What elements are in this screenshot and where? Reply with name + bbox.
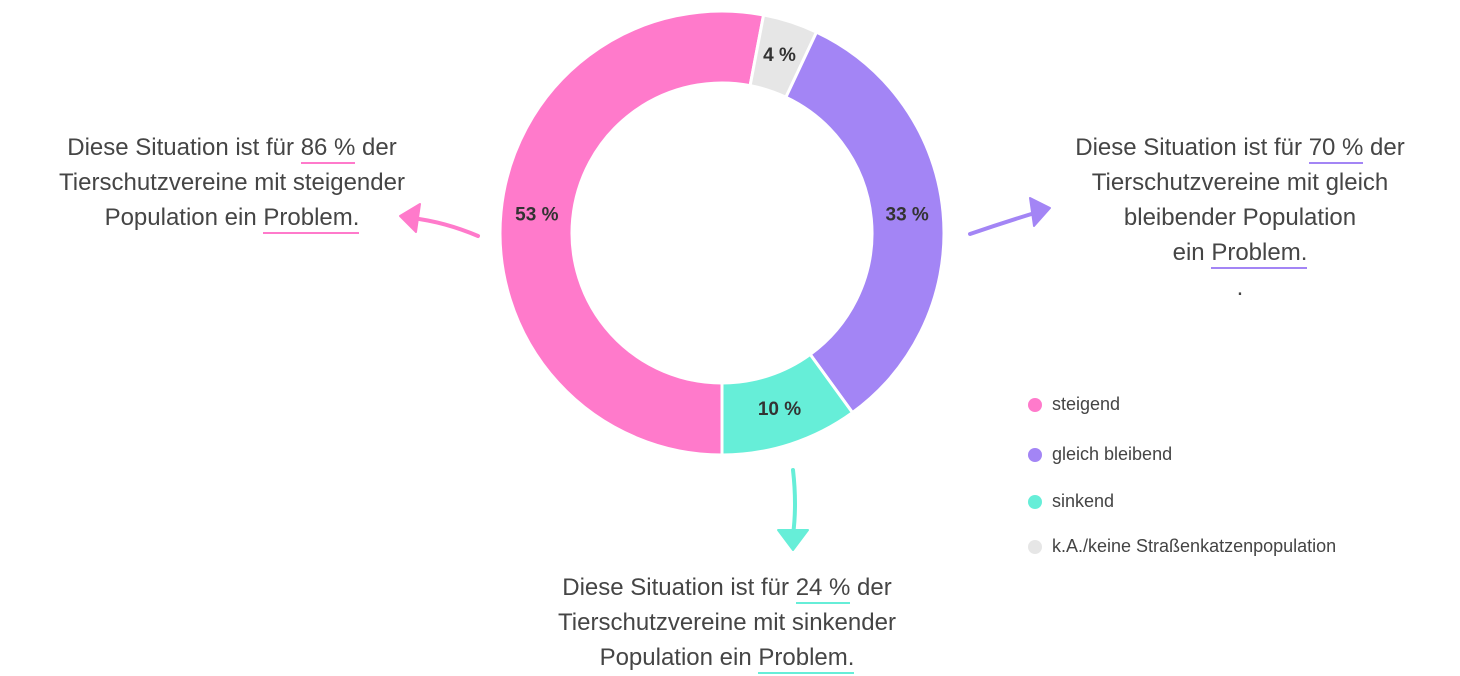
annotation-highlight: Problem. [263, 204, 360, 234]
annotation-line: Population ein Problem. [32, 200, 432, 235]
legend-marker [1028, 448, 1042, 462]
annotation-line: Diese Situation ist für 24 % der [527, 570, 927, 605]
annotation-line: Population ein Problem. [527, 640, 927, 675]
slice [498, 9, 766, 457]
slice-label: 10 % [758, 399, 801, 420]
legend-label: sinkend [1052, 491, 1114, 511]
annotation-text: Diese Situation ist für [67, 134, 301, 161]
legend-label: steigend [1052, 394, 1120, 414]
annotation-text: der [850, 574, 892, 601]
legend-marker [1028, 495, 1042, 509]
slice [783, 30, 946, 415]
annotation-text: bleibender Population [1123, 204, 1357, 231]
annotation-highlight: Problem. [1211, 239, 1308, 269]
annotation-highlight: 24 % [795, 574, 851, 604]
annotation-text: Population ein [599, 644, 759, 671]
annotation-line: Tierschutzvereine mit sinkender [527, 605, 927, 640]
legend-marker [1028, 540, 1042, 554]
annotation-line: Tierschutzvereine mit steigender [32, 165, 432, 200]
annotation-highlight: 86 % [300, 134, 356, 164]
annotation-line: Diese Situation ist für 70 % der [1040, 130, 1440, 165]
arrowhead [399, 203, 421, 233]
legend-label: k.A./keine Straßenkatzenpopulation [1052, 536, 1336, 556]
slice-label: 4 % [763, 45, 796, 66]
annotation-text: der [1363, 134, 1405, 161]
arrows [399, 197, 1051, 551]
annotation: Diese Situation ist für 86 % der Tierschu… [32, 130, 432, 235]
annotation-text: . [1236, 274, 1244, 301]
annotation-text: der [355, 134, 397, 161]
annotation: Diese Situation ist für 70 % der Tierschu… [1040, 130, 1440, 305]
legend-marker [1028, 398, 1042, 412]
annotation-text: Diese Situation ist für [1075, 134, 1309, 161]
annotation-highlight: 70 % [1308, 134, 1364, 164]
arrow [968, 210, 1040, 236]
annotation-line: ein Problem. [1040, 235, 1440, 270]
annotation-text: ein [1172, 239, 1212, 266]
annotation-line: Diese Situation ist für 86 % der [32, 130, 432, 165]
annotation-highlight: Problem. [758, 644, 855, 674]
slice-label: 53 % [515, 205, 558, 226]
annotation-line: . [1040, 270, 1440, 305]
annotation-line: Tierschutzvereine mit gleich [1040, 165, 1440, 200]
annotation-line: bleibender Population [1040, 200, 1440, 235]
arrow [791, 468, 797, 537]
annotation-text: Population ein [104, 204, 264, 231]
slice [720, 352, 855, 457]
annotation-text: Diese Situation ist für [562, 574, 796, 601]
slice-label: 33 % [886, 205, 929, 226]
annotation: Diese Situation ist für 24 % der Tierschu… [527, 570, 927, 675]
annotation-text: Tierschutzvereine mit gleich [1091, 169, 1389, 196]
legend-label: gleich bleibend [1052, 444, 1172, 464]
annotation-text: Tierschutzvereine mit sinkender [558, 609, 896, 636]
arrowhead [777, 529, 809, 551]
annotation-text: Tierschutzvereine mit steigender [59, 169, 405, 196]
arrowhead [1029, 197, 1051, 227]
